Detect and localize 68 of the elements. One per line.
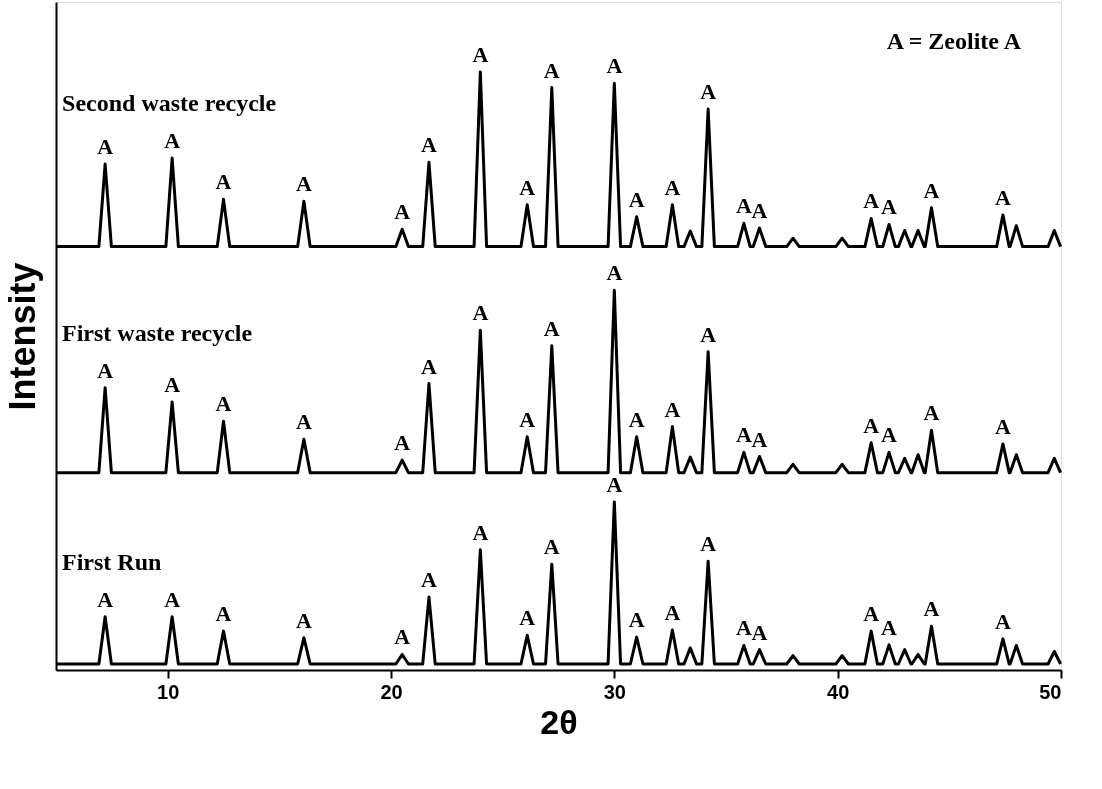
annotation: A	[394, 624, 411, 650]
annotation: A	[295, 171, 312, 197]
annotation: A	[543, 534, 560, 560]
annotation: A	[421, 567, 438, 593]
annotation: A	[164, 372, 181, 398]
annotation: A	[215, 391, 232, 417]
annotation: A	[863, 412, 880, 438]
annotation: A	[994, 413, 1011, 439]
annotation: A	[735, 422, 752, 448]
annotation: A	[394, 199, 411, 225]
annotation: A	[628, 406, 645, 432]
annotation: A	[606, 260, 623, 286]
annotation: A	[519, 174, 536, 200]
annotation: A	[700, 531, 717, 557]
annotation: A	[923, 177, 940, 203]
annotation: A	[881, 614, 898, 640]
annotation: A	[628, 186, 645, 212]
annotation: A	[421, 132, 438, 158]
annotation: A	[421, 353, 438, 379]
annotation: A	[295, 409, 312, 435]
annotation: A	[97, 357, 114, 383]
annotation: A	[164, 128, 181, 154]
x-tick-label: 50	[1039, 680, 1062, 703]
annotation: A	[735, 193, 752, 219]
annotation: A	[923, 400, 940, 426]
text: First waste recycle	[62, 319, 253, 346]
x-axis-title: 2θ	[540, 702, 578, 741]
annotation: A	[606, 53, 623, 79]
text: Second waste recycle	[62, 90, 277, 117]
annotation: A	[628, 607, 645, 633]
annotation: A	[881, 422, 898, 448]
annotation: A	[543, 57, 560, 83]
annotation: A	[519, 605, 536, 631]
annotation: A	[700, 321, 717, 347]
annotation: A	[751, 198, 768, 224]
annotation: A	[751, 426, 768, 452]
annotation: A	[295, 607, 312, 633]
x-tick-label: 40	[827, 680, 850, 703]
annotation: A	[394, 430, 411, 456]
annotation: A	[664, 599, 681, 625]
annotation: A	[97, 586, 114, 612]
annotation: A	[863, 188, 880, 214]
x-tick-label: 30	[603, 680, 626, 703]
annotation: A	[97, 134, 114, 160]
annotation: A	[543, 315, 560, 341]
y-axis-title: Intensity	[1, 262, 43, 411]
annotation: A	[519, 406, 536, 432]
annotation: A	[863, 601, 880, 627]
text: A = Zeolite A	[886, 28, 1022, 54]
annotation: A	[994, 608, 1011, 634]
annotation: A	[735, 615, 752, 641]
annotation: A	[164, 586, 181, 612]
series-label: First Run	[62, 548, 162, 575]
annotation: A	[215, 169, 232, 195]
annotation: A	[606, 471, 623, 497]
annotation: A	[664, 396, 681, 422]
annotation: A	[664, 174, 681, 200]
x-tick-label: 20	[380, 680, 403, 703]
x-tick-label: 10	[157, 680, 180, 703]
annotation: A	[472, 41, 489, 67]
annotation: A	[923, 596, 940, 622]
annotation: A	[881, 194, 898, 220]
annotation: A	[700, 79, 717, 105]
annotation: A	[751, 619, 768, 645]
annotation: A	[994, 184, 1011, 210]
annotation: A	[472, 519, 489, 545]
annotation: A	[215, 601, 232, 627]
annotation: A	[472, 300, 489, 326]
